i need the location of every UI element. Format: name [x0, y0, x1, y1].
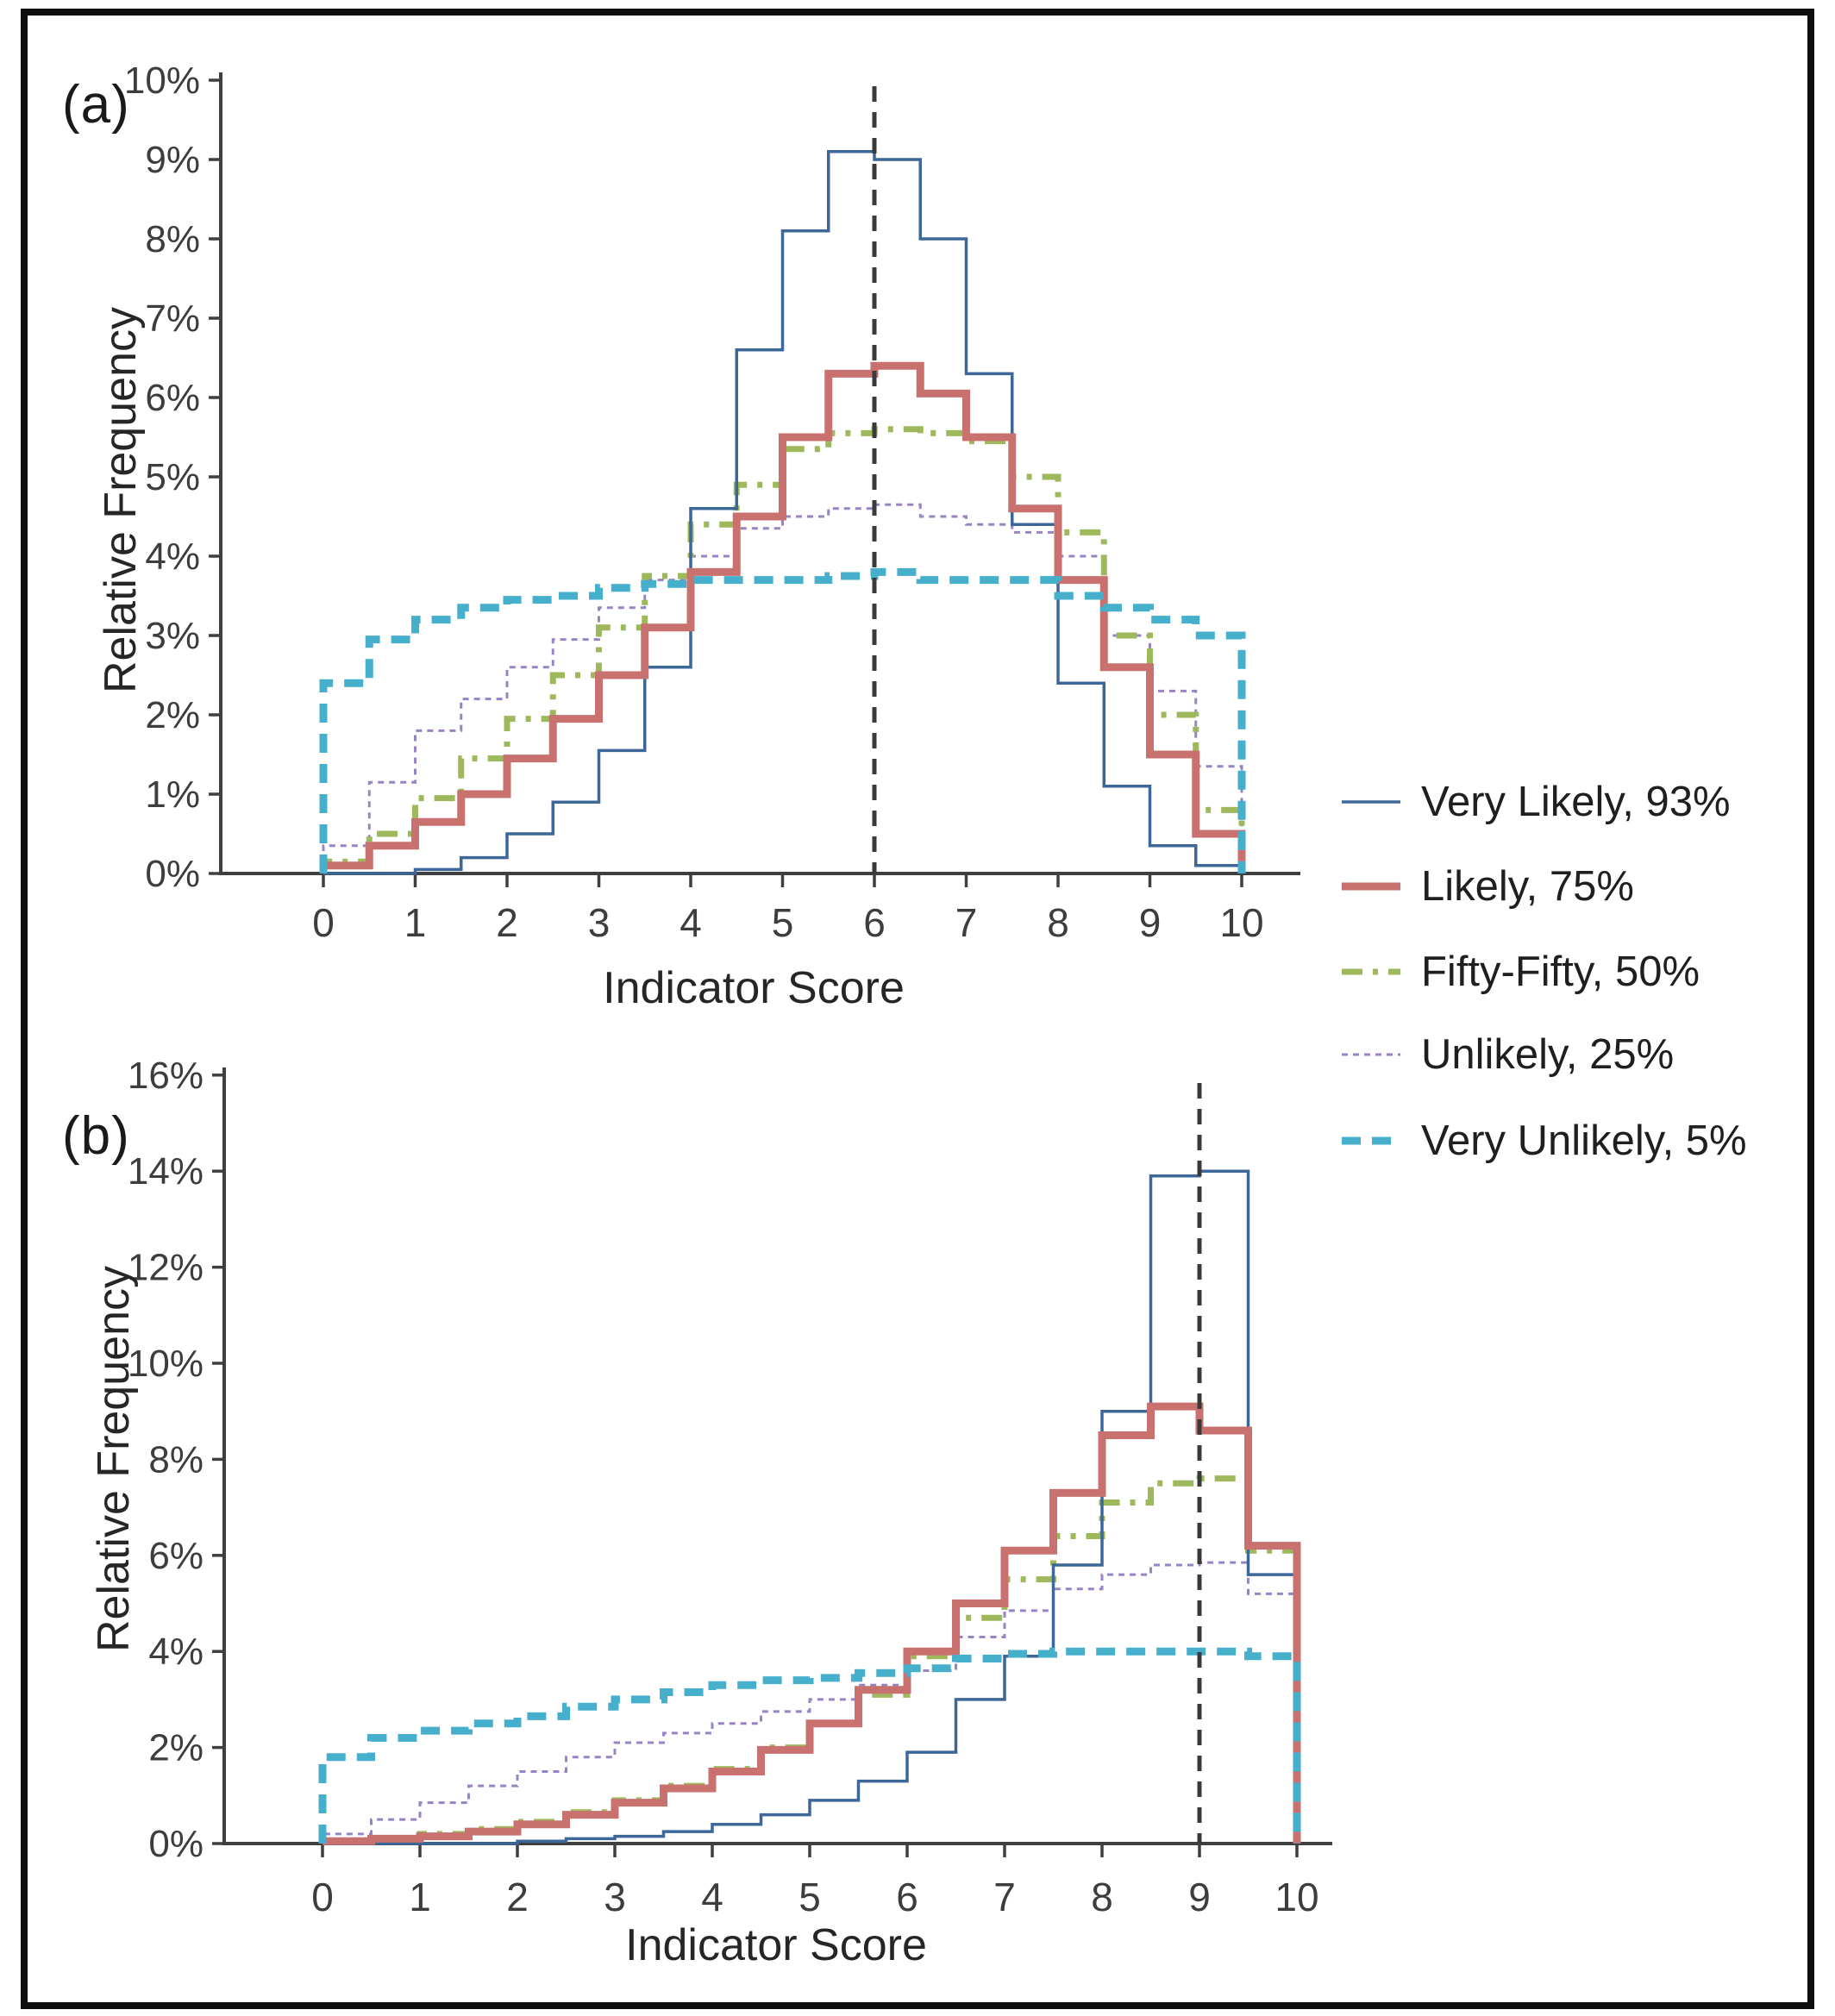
- y-tick-label: 10%: [124, 59, 200, 102]
- y-tick-label: 9%: [145, 139, 200, 181]
- panel-a-letter: (a): [62, 75, 130, 135]
- x-tick-label: 5: [772, 900, 794, 945]
- series-very-unlikely-5: [319, 567, 1246, 873]
- x-tick-label: 5: [799, 1875, 821, 1919]
- x-tick-label: 4: [680, 900, 702, 945]
- y-tick-label: 8%: [145, 218, 200, 260]
- panel-a-y-axis-title: Relative Frequency: [96, 307, 146, 693]
- x-tick-label: 1: [404, 900, 427, 945]
- x-tick-label: 10: [1274, 1875, 1318, 1919]
- legend-label-very-likely: Very Likely, 93%: [1421, 779, 1731, 825]
- legend-label-likely: Likely, 75%: [1421, 863, 1634, 910]
- x-tick-label: 1: [409, 1875, 431, 1919]
- series-likely-75: [319, 361, 1246, 873]
- y-tick-label: 14%: [128, 1150, 204, 1193]
- x-tick-label: 9: [1188, 1875, 1211, 1919]
- y-tick-label: 3%: [145, 615, 200, 657]
- x-tick-label: 3: [588, 900, 611, 945]
- legend-label-fifty-fifty: Fifty-Fifty, 50%: [1421, 949, 1700, 995]
- panel-b: 0% 2% 4% 6% 8% 10% 12% 14% 16% 0 1 2 3 4 5 6 7 8 9 10: [128, 1055, 1332, 1919]
- x-tick-label: 6: [863, 900, 886, 945]
- y-tick-label: 4%: [145, 535, 200, 578]
- x-tick-label: 9: [1139, 900, 1162, 945]
- series-very-unlikely-5: [318, 1647, 1301, 1844]
- x-tick-label: 8: [1047, 900, 1069, 945]
- y-tick-label: 16%: [128, 1055, 204, 1097]
- x-tick-label: 6: [896, 1875, 918, 1919]
- y-tick-label: 12%: [128, 1247, 204, 1289]
- figure-border: [21, 9, 1814, 2009]
- x-tick-label: 8: [1091, 1875, 1113, 1919]
- x-tick-label: 0: [312, 900, 335, 945]
- y-tick-label: 1%: [145, 773, 200, 816]
- series-very-likely-93: [323, 150, 1243, 875]
- y-tick-label: 8%: [148, 1438, 204, 1481]
- y-tick-label: 0%: [148, 1823, 204, 1865]
- x-tick-label: 4: [701, 1875, 723, 1919]
- y-tick-label: 0%: [145, 853, 200, 895]
- x-tick-label: 2: [496, 900, 518, 945]
- y-tick-label: 6%: [145, 377, 200, 419]
- y-tick-label: 10%: [128, 1343, 204, 1385]
- x-tick-label: 0: [311, 1875, 334, 1919]
- y-tick-label: 7%: [145, 297, 200, 340]
- legend-label-very-unlikely: Very Unlikely, 5%: [1421, 1118, 1747, 1164]
- x-tick-label: 10: [1219, 900, 1263, 945]
- axis-lines: [222, 1067, 1332, 1845]
- series-unlikely-25: [321, 1561, 1299, 1844]
- x-tick-label: 7: [993, 1875, 1016, 1919]
- y-tick-label: 2%: [148, 1727, 204, 1769]
- panel-b-letter: (b): [62, 1106, 130, 1166]
- legend-label-unlikely: Unlikely, 25%: [1421, 1031, 1675, 1078]
- series-fifty-fifty-50: [319, 1475, 1300, 1844]
- x-tick-label: 3: [604, 1875, 626, 1919]
- panel-a: 0% 1% 2% 3% 4% 5% 6% 7% 8% 9% 10% 0 1 2 3 4 5 6 7 8 9 10: [124, 59, 1300, 945]
- panel-b-y-axis-title: Relative Frequency: [89, 1266, 139, 1652]
- y-tick-label: 4%: [148, 1631, 204, 1673]
- y-tick-label: 2%: [145, 694, 200, 736]
- y-tick-label: 5%: [145, 456, 200, 498]
- x-tick-label: 7: [955, 900, 978, 945]
- y-tick-label: 6%: [148, 1535, 204, 1577]
- panel-b-x-axis-title: Indicator Score: [625, 1920, 927, 1970]
- series-very-likely-93: [323, 1169, 1299, 1845]
- panel-a-x-axis-title: Indicator Score: [603, 963, 905, 1013]
- x-tick-label: 2: [506, 1875, 529, 1919]
- axis-lines: [219, 72, 1300, 875]
- series-fifty-fifty-50: [320, 426, 1245, 873]
- series-likely-75: [318, 1402, 1301, 1845]
